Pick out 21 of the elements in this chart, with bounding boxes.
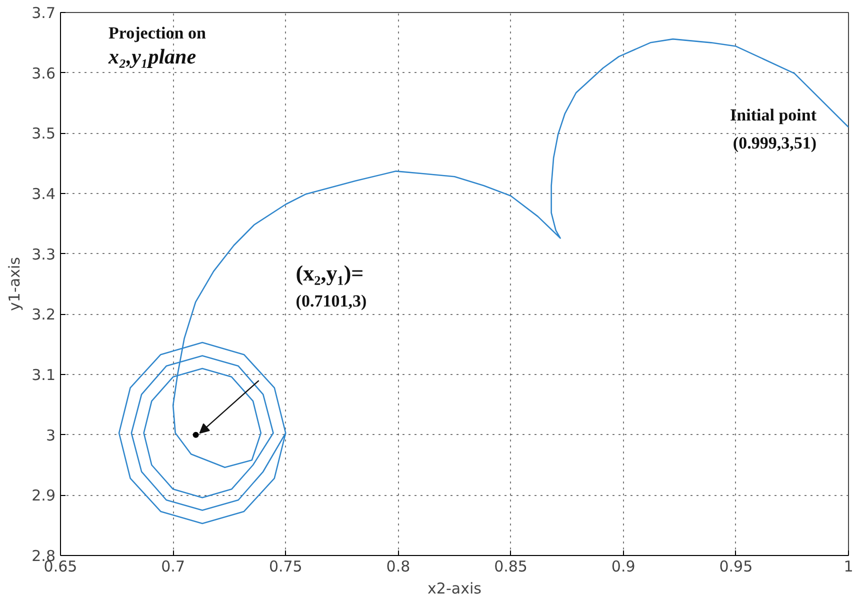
annotation: (x₂,y₁)= (0.7101,3) [296, 260, 367, 310]
y-tick-label: 2.9 [32, 486, 56, 505]
y-tick-label: 3.6 [32, 64, 56, 82]
y-tick-label: 3.7 [32, 4, 56, 22]
y-tick-label: 3.2 [32, 306, 56, 324]
x-tick-label: 1 [844, 558, 854, 576]
y-tick-label: 3.4 [32, 185, 56, 203]
text: Projection on x₂,y₁plane [108, 24, 206, 68]
x-tick-label: 0.8 [386, 558, 410, 576]
x-tick-label: 0.75 [268, 558, 302, 576]
x-tick-label: 0.85 [494, 558, 528, 576]
x-tick-label: 0.7 [161, 558, 186, 576]
y-tick-label: 3.3 [32, 245, 56, 264]
x-tick-label: 0.95 [719, 558, 753, 576]
annotation: Initial point (0.999,3,51) [730, 106, 817, 153]
x-tick-label: 0.9 [611, 558, 636, 576]
y-tick-label: 3.1 [32, 366, 56, 384]
y-axis-title: y1-axis [6, 256, 24, 311]
y-tick-label: 3 [46, 426, 56, 444]
x-axis-title: x2-axis [428, 580, 482, 598]
y-tick-label: 3.5 [32, 124, 56, 143]
